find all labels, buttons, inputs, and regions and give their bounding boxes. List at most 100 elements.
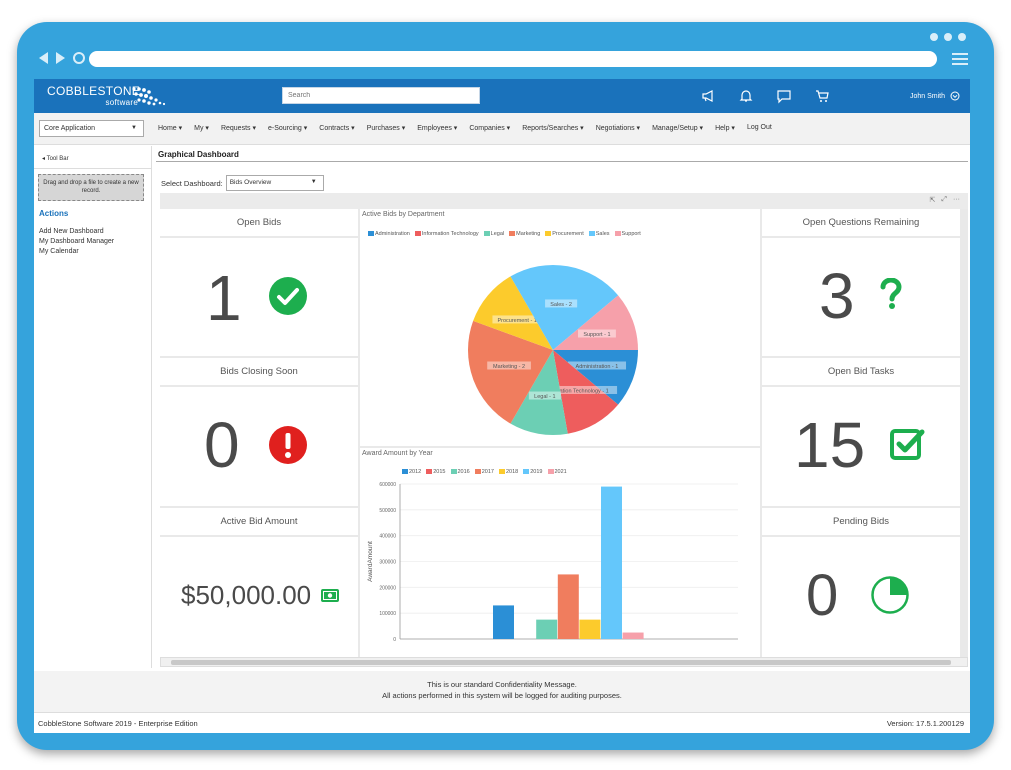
pie-legend-item[interactable]: Information Technology (414, 231, 479, 237)
menu-logout[interactable]: Log Out (746, 124, 772, 131)
menu-home[interactable]: Home ▾ (158, 125, 183, 132)
bell-icon[interactable] (738, 88, 754, 104)
pie-slice[interactable] (473, 276, 553, 350)
pie-slice[interactable] (553, 350, 638, 405)
pie-legend-item[interactable]: Support (614, 231, 641, 237)
bar[interactable] (536, 619, 558, 639)
logo[interactable]: COBBLESTONE software (47, 85, 140, 108)
open-bids-tile[interactable]: 1 (160, 238, 358, 356)
pie-slice[interactable] (510, 265, 619, 350)
pie-slice[interactable] (553, 350, 619, 434)
pie-slice-label: Marketing - 2 (493, 364, 525, 370)
open-tasks-tile[interactable]: 15 (762, 387, 960, 506)
menu-my[interactable]: My ▾ (194, 125, 209, 132)
menu-requests[interactable]: Requests ▾ (220, 125, 256, 132)
divider (34, 168, 152, 169)
legend-swatch (426, 469, 433, 475)
bar[interactable] (622, 632, 644, 639)
menu-employees[interactable]: Employees ▾ (417, 125, 458, 132)
cart-icon[interactable] (814, 88, 830, 104)
open-questions-title: Open Questions Remaining (802, 217, 920, 228)
menu-reports[interactable]: Reports/Searches ▾ (522, 125, 584, 132)
bar[interactable] (601, 486, 622, 639)
bar-chart[interactable]: 0 100000 200000 300000 400000 500000 600000 Awa… (360, 476, 760, 656)
toolbar-toggle[interactable]: ◂ Tool Bar (42, 156, 69, 162)
bar[interactable] (557, 574, 579, 639)
bids-closing-tile[interactable]: 0 (160, 387, 358, 506)
y-tick-label: 600000 (379, 482, 396, 488)
menu-icon[interactable] (952, 53, 968, 65)
footer-line-1: This is our standard Confidentiality Mes… (427, 680, 577, 689)
bar-legend: 2012 2015 2016 2017 2018 2019 2021 (402, 469, 567, 475)
menu-manage-setup[interactable]: Manage/Setup ▾ (652, 125, 704, 132)
export-icon[interactable]: ⇱ (929, 197, 936, 204)
pie-chart[interactable]: Administration - 1 Information Technology… (360, 239, 760, 444)
footer-version: Version: 17.5.1.200129 (886, 719, 964, 728)
page-title: Graphical Dashboard (158, 150, 239, 159)
pie-label-bg (528, 391, 561, 400)
open-tasks-header: Open Bid Tasks (762, 358, 960, 385)
y-tick-label: 0 (393, 637, 396, 643)
y-tick-label: 400000 (379, 534, 396, 540)
action-add-dashboard[interactable]: Add New Dashboard (39, 228, 104, 235)
open-questions-tile[interactable]: 3 (762, 238, 960, 356)
bar-legend-item[interactable]: 2019 (523, 469, 543, 475)
horizontal-scrollbar[interactable] (160, 657, 968, 667)
expand-icon[interactable]: ⤢ (941, 196, 947, 203)
pending-bids-tile[interactable]: 0 (762, 537, 960, 657)
pie-legend-item[interactable]: Legal (483, 231, 504, 237)
bar-legend-item[interactable]: 2017 (474, 469, 494, 475)
bar-legend-item[interactable]: 2018 (499, 469, 518, 475)
address-bar[interactable] (89, 51, 937, 67)
legend-swatch (499, 469, 505, 475)
pie-slice[interactable] (510, 350, 568, 435)
search-input[interactable] (282, 87, 480, 104)
megaphone-icon[interactable] (700, 88, 716, 104)
user-menu[interactable]: John Smith (910, 91, 960, 101)
bids-closing-title: Bids Closing Soon (220, 366, 298, 377)
scrollbar-thumb[interactable] (171, 660, 951, 665)
pie-legend-item[interactable]: Marketing (509, 231, 540, 237)
bar-legend-item[interactable]: 2016 (450, 469, 470, 475)
bar-legend-item[interactable]: 2012 (402, 469, 421, 475)
legend-swatch (414, 231, 421, 237)
active-amount-tile[interactable]: $50,000.00 (160, 537, 358, 657)
bar[interactable] (493, 605, 514, 639)
reload-icon[interactable] (73, 52, 85, 64)
app-selector-value: Core Application (44, 125, 95, 132)
legend-swatch (547, 469, 554, 475)
chevron-down-icon (950, 91, 960, 101)
legend-swatch (509, 231, 516, 237)
chat-icon[interactable] (776, 88, 792, 104)
pending-bids-value: 0 (806, 563, 839, 628)
bar-legend-item[interactable]: 2021 (547, 469, 567, 475)
menu-negotiations[interactable]: Negotiations ▾ (595, 125, 641, 132)
checkbox-checked-icon (890, 429, 925, 460)
open-bids-header: Open Bids (160, 209, 358, 236)
pie-slice[interactable] (553, 295, 638, 350)
file-dropzone[interactable]: Drag and drop a file to create a new rec… (38, 174, 144, 201)
menu-e-sourcing[interactable]: e-Sourcing ▾ (267, 125, 308, 132)
action-dashboard-manager[interactable]: My Dashboard Manager (39, 238, 115, 245)
bar-legend-item[interactable]: 2015 (426, 469, 446, 475)
back-icon[interactable] (39, 52, 48, 64)
forward-icon[interactable] (56, 52, 65, 64)
pie-legend-item[interactable]: Procurement (545, 231, 584, 237)
pie-progress-icon (871, 576, 909, 614)
browser-nav (39, 52, 85, 64)
more-icon[interactable]: ··· (953, 196, 960, 203)
bar[interactable] (579, 619, 601, 639)
menu-contracts[interactable]: Contracts ▾ (319, 125, 355, 132)
pie-legend-item[interactable]: Administration (368, 231, 410, 237)
pie-label-bg (535, 385, 618, 394)
menu-companies[interactable]: Companies ▾ (469, 125, 511, 132)
dashboard-select[interactable]: Bids Overview ▼ (225, 175, 324, 191)
pie-slice[interactable] (468, 320, 553, 424)
menu-help[interactable]: Help ▾ (715, 125, 735, 132)
app-selector[interactable]: Core Application ▼ (39, 120, 144, 137)
bar-chart-panel: Award Amount by Year 2012 2015 2016 2017 201… (360, 448, 760, 657)
open-tasks-value: 15 (794, 409, 866, 481)
action-calendar[interactable]: My Calendar (39, 248, 79, 255)
pie-legend-item[interactable]: Sales (588, 231, 610, 237)
menu-purchases[interactable]: Purchases ▾ (366, 125, 406, 132)
